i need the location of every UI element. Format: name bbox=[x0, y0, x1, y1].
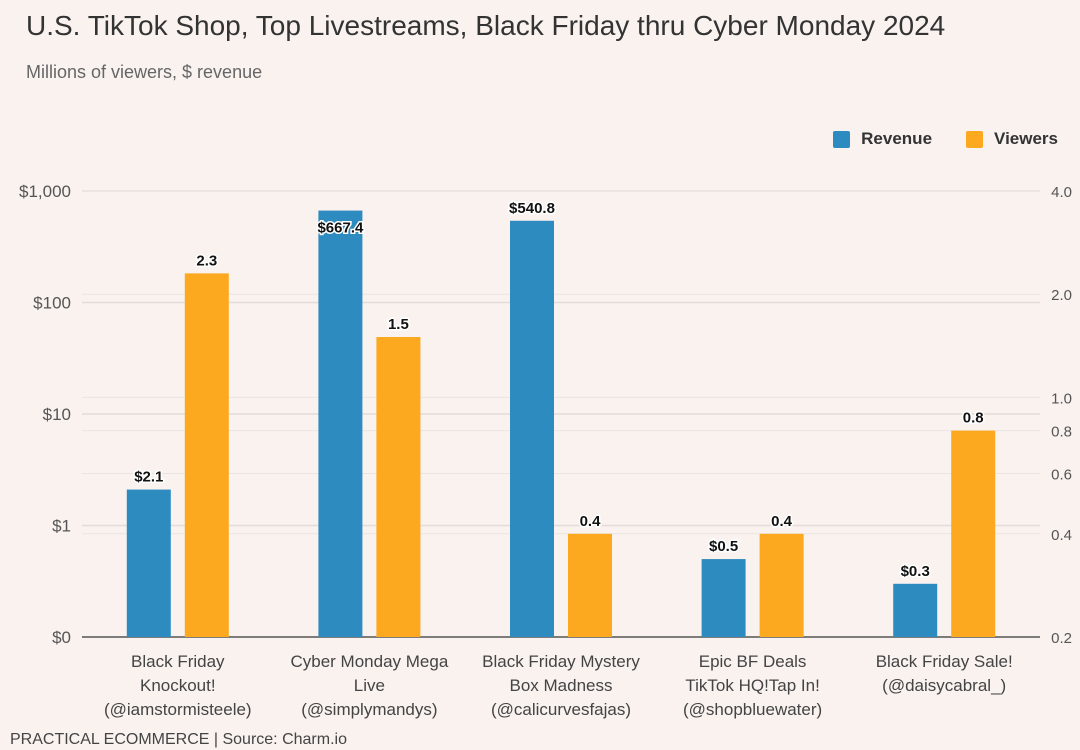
x-tick-label: Box Madness bbox=[510, 676, 613, 695]
x-tick-label: Knockout! bbox=[140, 676, 216, 695]
y-right-tick-label: 2.0 bbox=[1051, 287, 1072, 304]
x-tick-label: TikTok HQ!Tap In! bbox=[685, 676, 819, 695]
bar-revenue bbox=[318, 210, 363, 637]
legend: Revenue Viewers bbox=[833, 129, 1058, 149]
legend-swatch-viewers bbox=[966, 130, 984, 148]
y-left-tick-label: $100 bbox=[33, 294, 71, 313]
y-left-tick-label: $0 bbox=[52, 628, 71, 647]
data-label-revenue: $0.3 bbox=[901, 563, 930, 580]
data-label-revenue: $667.4 bbox=[317, 220, 364, 237]
y-left-tick-label: $10 bbox=[43, 405, 71, 424]
x-tick-label: Live bbox=[354, 676, 385, 695]
bar-revenue bbox=[126, 489, 171, 637]
bar-viewers bbox=[951, 430, 996, 637]
data-label-revenue: $2.1 bbox=[134, 469, 163, 486]
data-label-revenue: $540.8 bbox=[509, 200, 555, 217]
chart-title: U.S. TikTok Shop, Top Livestreams, Black… bbox=[26, 10, 946, 41]
x-tick-label: (@simplymandys) bbox=[301, 700, 437, 719]
y-right-tick-label: 4.0 bbox=[1051, 184, 1072, 201]
y-right-tick-label: 0.8 bbox=[1051, 424, 1072, 441]
x-tick-label: Black Friday Mystery bbox=[482, 652, 640, 671]
bar-viewers bbox=[568, 533, 612, 637]
bar-revenue bbox=[510, 220, 554, 637]
x-tick-label: (@iamstormisteele) bbox=[104, 700, 252, 719]
chart-plot: $0 $1 $10 $100 $1,000 0.2 0.4 0.6 0.8 1.0 2.0 4.0 $2… bbox=[19, 182, 1072, 719]
bar-viewers bbox=[184, 273, 229, 637]
x-tick-label: (@shopbluewater) bbox=[683, 700, 822, 719]
x-tick-label: Epic BF Deals bbox=[699, 652, 807, 671]
y-left-tick-label: $1,000 bbox=[19, 182, 71, 201]
source-footer: PRACTICAL ECOMMERCE | Source: Charm.io bbox=[10, 731, 347, 748]
x-tick-label: (@calicurvesfajas) bbox=[491, 700, 631, 719]
data-label-viewers: 1.5 bbox=[388, 316, 409, 333]
y-left-tick-label: $1 bbox=[52, 517, 71, 536]
chart-subtitle: Millions of viewers, $ revenue bbox=[26, 62, 263, 82]
data-label-viewers: 0.8 bbox=[963, 410, 984, 427]
y-right-tick-label: 0.4 bbox=[1051, 527, 1072, 544]
legend-item-revenue: Revenue bbox=[833, 129, 932, 149]
bar-revenue bbox=[701, 559, 746, 637]
bar-revenue bbox=[893, 583, 938, 637]
data-label-viewers: 0.4 bbox=[771, 513, 793, 530]
x-tick-label: Black Friday bbox=[131, 652, 225, 671]
bar-viewers bbox=[376, 337, 421, 637]
x-tick-label: Black Friday Sale! bbox=[876, 652, 1013, 671]
y-right-tick-label: 0.2 bbox=[1051, 630, 1072, 647]
data-label-viewers: 2.3 bbox=[196, 252, 217, 269]
x-tick-label: Cyber Monday Mega bbox=[290, 652, 448, 671]
y-right-tick-label: 0.6 bbox=[1051, 466, 1072, 483]
legend-swatch-revenue bbox=[833, 130, 851, 148]
legend-item-viewers: Viewers bbox=[966, 129, 1058, 149]
bar-viewers bbox=[759, 533, 804, 637]
data-label-viewers: 0.4 bbox=[580, 513, 602, 530]
data-label-revenue: $0.5 bbox=[709, 538, 738, 555]
y-right-tick-label: 1.0 bbox=[1051, 390, 1072, 407]
x-tick-label: (@daisycabral_) bbox=[882, 676, 1006, 695]
legend-label-revenue: Revenue bbox=[861, 129, 933, 148]
legend-label-viewers: Viewers bbox=[994, 129, 1058, 148]
